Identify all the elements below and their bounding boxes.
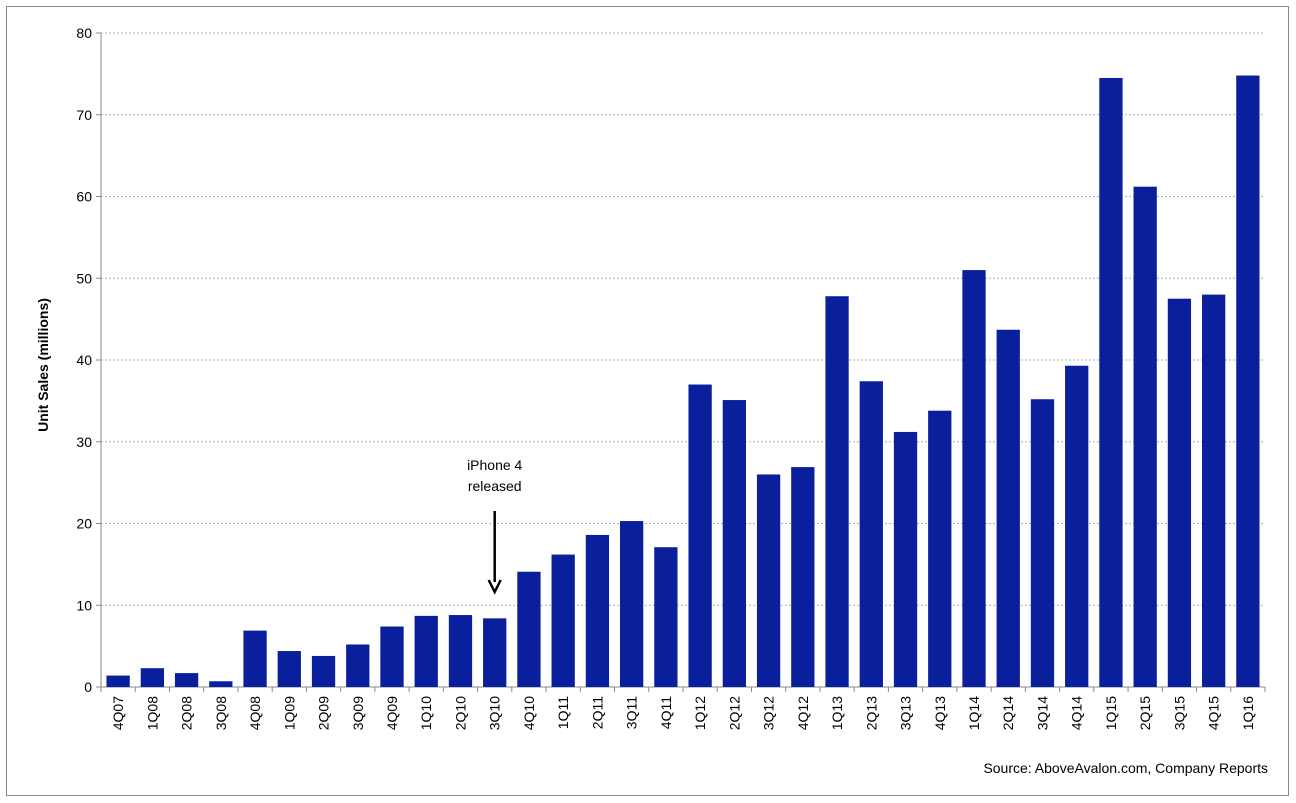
- x-tick-label: 4Q09: [384, 696, 400, 730]
- bar-3q15: [1167, 298, 1192, 687]
- bar-2q09: [311, 655, 336, 687]
- x-tick-label: 4Q08: [247, 696, 263, 730]
- bar-1q16: [1236, 75, 1260, 687]
- bar-chart: 4Q07 1Q08 2Q08 3Q08 4Q08 1Q09 2Q09 3Q09 4Q09 1Q10…: [35, 25, 1268, 776]
- bar-2q12: [722, 400, 746, 687]
- source-note: Source: AboveAvalon.com, Company Reports: [983, 760, 1268, 776]
- bar-4q13: [928, 410, 952, 687]
- bar-4q08: [243, 630, 267, 687]
- bar-1q13: [825, 296, 849, 687]
- x-tick-label: 1Q11: [555, 696, 571, 729]
- x-tick-label: 2Q10: [452, 696, 468, 730]
- bar-4q14: [1065, 365, 1089, 687]
- bar-2q08: [174, 673, 199, 687]
- annotation-iphone4: iPhone 4 released: [467, 457, 523, 595]
- x-tick-label: 1Q15: [1103, 696, 1119, 730]
- x-tick-label: 4Q13: [932, 696, 948, 730]
- x-tick-label: 2Q13: [863, 696, 879, 730]
- x-tick-label: 1Q13: [829, 696, 845, 730]
- x-tick-label: 2Q15: [1137, 696, 1153, 730]
- x-tick-label: 3Q08: [213, 696, 229, 730]
- bar-4q15: [1202, 294, 1226, 687]
- x-tick-label: 4Q12: [795, 696, 811, 730]
- bar-3q08: [209, 681, 233, 687]
- y-tick-label: 50: [76, 270, 92, 286]
- x-tick-label: 1Q16: [1240, 696, 1256, 730]
- y-axis-label: Unit Sales (millions): [35, 298, 51, 432]
- y-tick-label: 70: [76, 107, 92, 123]
- x-tick-label: 1Q09: [281, 696, 297, 730]
- x-tick-label: 2Q12: [726, 696, 742, 730]
- bar-4q07: [106, 675, 130, 687]
- bar-1q09: [277, 651, 301, 687]
- y-tick-labels: 0 10 20 30 40 50 60 70 80: [76, 25, 92, 695]
- bar-4q12: [791, 467, 815, 687]
- x-tick-labels: 4Q07 1Q08 2Q08 3Q08 4Q08 1Q09 2Q09 3Q09 4Q09 1Q10…: [110, 696, 1256, 730]
- x-tick-label: 3Q15: [1171, 696, 1187, 730]
- x-tick-label: 3Q09: [350, 696, 366, 730]
- gridlines: [101, 32, 1265, 606]
- x-tick-label: 1Q12: [692, 696, 708, 730]
- x-tick-label: 2Q08: [179, 696, 195, 730]
- x-tick-label: 1Q08: [144, 696, 160, 730]
- x-tick-label: 2Q11: [589, 696, 605, 729]
- y-tick-label: 0: [84, 679, 92, 695]
- x-tick-label: 4Q10: [521, 696, 537, 730]
- x-tick-label: 3Q10: [487, 696, 503, 730]
- y-tick-label: 60: [76, 189, 92, 205]
- y-tick-label: 40: [76, 352, 92, 368]
- x-tick-label: 3Q13: [898, 696, 914, 730]
- annotation-arrow-head: [487, 579, 502, 595]
- x-tick-label: 4Q11: [658, 696, 674, 729]
- y-tick-label: 80: [76, 25, 92, 41]
- y-tick-label: 20: [76, 516, 92, 532]
- bar-1q10: [414, 615, 438, 687]
- chart-frame: 4Q07 1Q08 2Q08 3Q08 4Q08 1Q09 2Q09 3Q09 4Q09 1Q10…: [6, 6, 1289, 796]
- x-tick-label: 3Q11: [624, 696, 640, 729]
- x-tick-label: 3Q14: [1034, 696, 1050, 730]
- bar-1q08: [140, 668, 164, 687]
- bar-3q12: [756, 474, 781, 687]
- axes: [96, 32, 1266, 692]
- x-tick-label: 4Q15: [1206, 696, 1222, 730]
- bar-1q11: [551, 554, 575, 687]
- x-tick-label: 2Q14: [1000, 696, 1016, 730]
- x-tick-label: 4Q07: [110, 696, 126, 730]
- bar-2q14: [996, 329, 1020, 687]
- bar-1q14: [962, 270, 986, 687]
- bar-2q10: [448, 615, 473, 687]
- x-tick-label: 3Q12: [761, 696, 777, 730]
- bar-4q09: [380, 626, 404, 687]
- bars: [106, 75, 1260, 687]
- bar-2q13: [859, 381, 883, 687]
- bar-1q12: [688, 384, 712, 687]
- bar-1q15: [1099, 77, 1123, 687]
- y-tick-label: 30: [76, 434, 92, 450]
- annotations: iPhone 4 released: [467, 457, 523, 595]
- bar-4q10: [517, 571, 541, 687]
- bar-4q11: [654, 547, 678, 687]
- bar-3q11: [620, 521, 644, 687]
- bar-3q10: [483, 618, 507, 687]
- bar-2q15: [1133, 186, 1157, 687]
- annotation-text: released: [468, 478, 522, 494]
- x-tick-label: 1Q10: [418, 696, 434, 730]
- bar-2q11: [585, 534, 610, 687]
- y-tick-label: 10: [76, 597, 92, 613]
- bar-3q13: [893, 431, 918, 687]
- x-tick-label: 1Q14: [966, 696, 982, 730]
- bar-3q09: [346, 644, 370, 687]
- bar-3q14: [1030, 399, 1055, 687]
- x-tick-label: 4Q14: [1069, 696, 1085, 730]
- annotation-text: iPhone 4: [467, 457, 522, 473]
- x-tick-label: 2Q09: [316, 696, 332, 730]
